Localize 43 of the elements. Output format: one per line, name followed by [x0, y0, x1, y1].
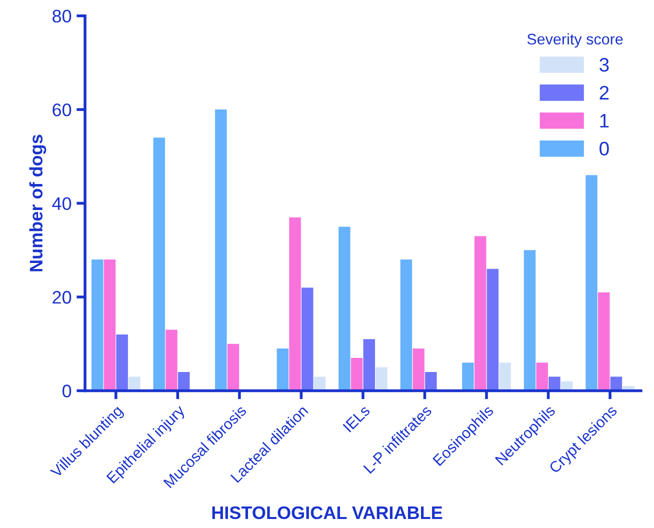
bar [116, 334, 128, 391]
y-axis-title: Number of dogs [29, 134, 46, 272]
bar [462, 362, 474, 391]
y-tick-label: 80 [52, 10, 72, 23]
bar [412, 348, 424, 391]
y-tick-label: 20 [52, 290, 72, 304]
bar [92, 260, 104, 391]
bar [289, 217, 301, 391]
bar [166, 330, 178, 391]
bar [425, 372, 437, 391]
bar [215, 110, 227, 391]
legend-title: Severity score [527, 33, 623, 48]
bar [302, 288, 314, 391]
legend-label: 2 [600, 86, 609, 100]
bar [128, 376, 140, 391]
bar [350, 358, 363, 391]
x-axis-title: HISTOLOGICAL VARIABLE [212, 506, 442, 520]
y-tick-label: 0 [62, 384, 72, 398]
bar [524, 250, 536, 391]
bar [153, 138, 166, 391]
bar [536, 362, 548, 391]
bar [276, 348, 289, 391]
bar [338, 226, 350, 391]
legend-label: 0 [600, 142, 609, 156]
bar [598, 292, 610, 391]
bar [610, 376, 622, 391]
legend-label: 1 [600, 114, 609, 128]
bar [178, 372, 190, 391]
bar [486, 268, 499, 391]
bar [363, 339, 376, 391]
bar [548, 376, 560, 391]
y-tick-label: 40 [52, 197, 72, 210]
bar [227, 344, 240, 391]
bar [474, 236, 486, 391]
y-tick-label: 60 [52, 103, 72, 116]
bar [400, 260, 412, 391]
bar [314, 376, 326, 391]
bar [104, 260, 116, 391]
bar [499, 362, 511, 391]
x-tick-label: IELs [342, 404, 371, 432]
legend-label: 3 [600, 58, 609, 72]
bar [586, 175, 598, 391]
bar [376, 367, 388, 391]
